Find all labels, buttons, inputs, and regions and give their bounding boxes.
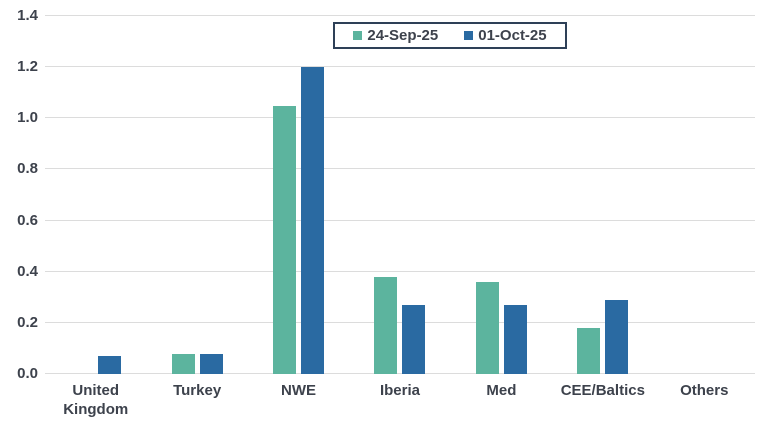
legend-item-24-sep-25: 24-Sep-25 (353, 28, 438, 43)
bar-01-oct-25-turkey (199, 353, 223, 374)
bar-24-sep-25-med (475, 281, 499, 374)
bar-24-sep-25-cee-baltics (577, 327, 601, 374)
gridline (45, 66, 755, 68)
legend-marker-24-sep-25-icon (353, 31, 363, 40)
bar-group-iberia (349, 16, 450, 374)
legend-label-24-sep-25: 24-Sep-25 (367, 27, 439, 44)
bar-01-oct-25-united-kingdom (98, 356, 122, 374)
x-axis-label-iberia: Iberia (379, 382, 420, 399)
bar-group-turkey (146, 16, 247, 374)
bar-group-united-kingdom (45, 16, 146, 374)
y-tick-label: 1.4 (17, 7, 38, 24)
x-axis-label-nwe: NWE (281, 382, 317, 399)
y-tick-label: 0.8 (17, 160, 38, 178)
bar-group-cee-baltics (552, 16, 653, 374)
gridline (45, 168, 755, 170)
gridline (45, 219, 755, 221)
bar-group-others (654, 16, 755, 374)
gridline (45, 270, 755, 272)
x-axis-label-turkey: Turkey (173, 382, 222, 399)
y-tick-label: 0.2 (17, 313, 38, 331)
bar-24-sep-25-nwe (273, 105, 297, 374)
gridline (45, 15, 755, 16)
y-tick-label: 0.0 (17, 365, 38, 382)
legend-item-01-oct-25: 01-Oct-25 (464, 27, 547, 44)
bar-01-oct-25-iberia (402, 304, 426, 374)
legend: 24-Sep-25 01-Oct-25 (333, 22, 567, 49)
y-tick-label: 0.6 (17, 211, 38, 229)
bar-group-med (451, 16, 552, 374)
legend-label-01-oct-25: 01-Oct-25 (478, 27, 547, 44)
y-tick-label: 0.4 (17, 262, 38, 280)
gridline (45, 373, 755, 374)
bar-group-nwe (248, 16, 349, 374)
bar-01-oct-25-med (503, 304, 527, 374)
y-tick-label: 1.0 (17, 109, 38, 127)
x-axis-label-united-kingdom: United Kingdom (63, 382, 129, 418)
y-tick-label: 1.2 (17, 58, 38, 76)
bar-groups (45, 16, 755, 374)
bar-24-sep-25-iberia (374, 276, 398, 374)
bar-01-oct-25-cee-baltics (605, 299, 629, 374)
gridline (45, 321, 755, 323)
x-axis-label-med: Med (486, 382, 517, 399)
gridline (45, 117, 755, 119)
bar-01-oct-25-nwe (301, 67, 325, 374)
legend-marker-01-oct-25-icon (464, 31, 474, 40)
x-axis-label-cee-baltics: CEE/Baltics (560, 382, 645, 399)
x-axis: United Kingdom Turkey NWE Iberia Med CEE/Balt… (45, 381, 755, 419)
x-axis-label-others: Others (680, 382, 729, 399)
bar-24-sep-25-turkey (171, 353, 195, 374)
plot-area (45, 15, 755, 374)
